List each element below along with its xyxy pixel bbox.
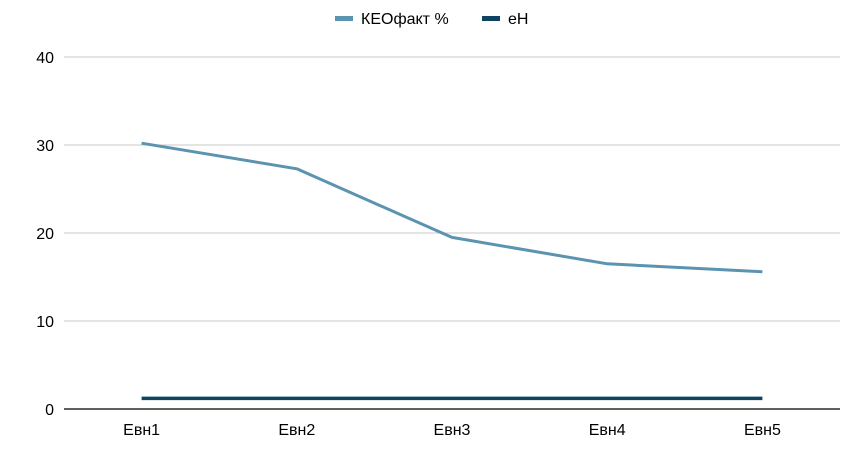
- y-tick-label: 0: [45, 402, 54, 419]
- legend: КЕОфакт % еН: [335, 11, 528, 28]
- y-tick-label: 10: [36, 314, 54, 331]
- series-line-1: [141, 141, 763, 274]
- x-tick-label: Евн3: [434, 422, 471, 439]
- legend-label-2: еН: [508, 11, 528, 28]
- x-tick-label: Евн4: [589, 422, 626, 439]
- x-axis-ticks: Евн1 Евн2 Евн3 Евн4 Евн5: [123, 422, 781, 439]
- x-tick-label: Евн5: [744, 422, 781, 439]
- x-tick-label: Евн1: [123, 422, 160, 439]
- series-layer: [141, 141, 763, 401]
- y-tick-label: 20: [36, 226, 54, 243]
- legend-swatch-1: [335, 16, 353, 21]
- legend-swatch-2: [482, 16, 500, 21]
- grid-layer: [64, 56, 840, 410]
- y-tick-label: 40: [36, 50, 54, 67]
- legend-label-1: КЕОфакт %: [361, 11, 449, 28]
- x-tick-label: Евн2: [278, 422, 315, 439]
- y-axis-ticks: 0 10 20 30 40: [36, 50, 54, 419]
- y-tick-label: 30: [36, 138, 54, 155]
